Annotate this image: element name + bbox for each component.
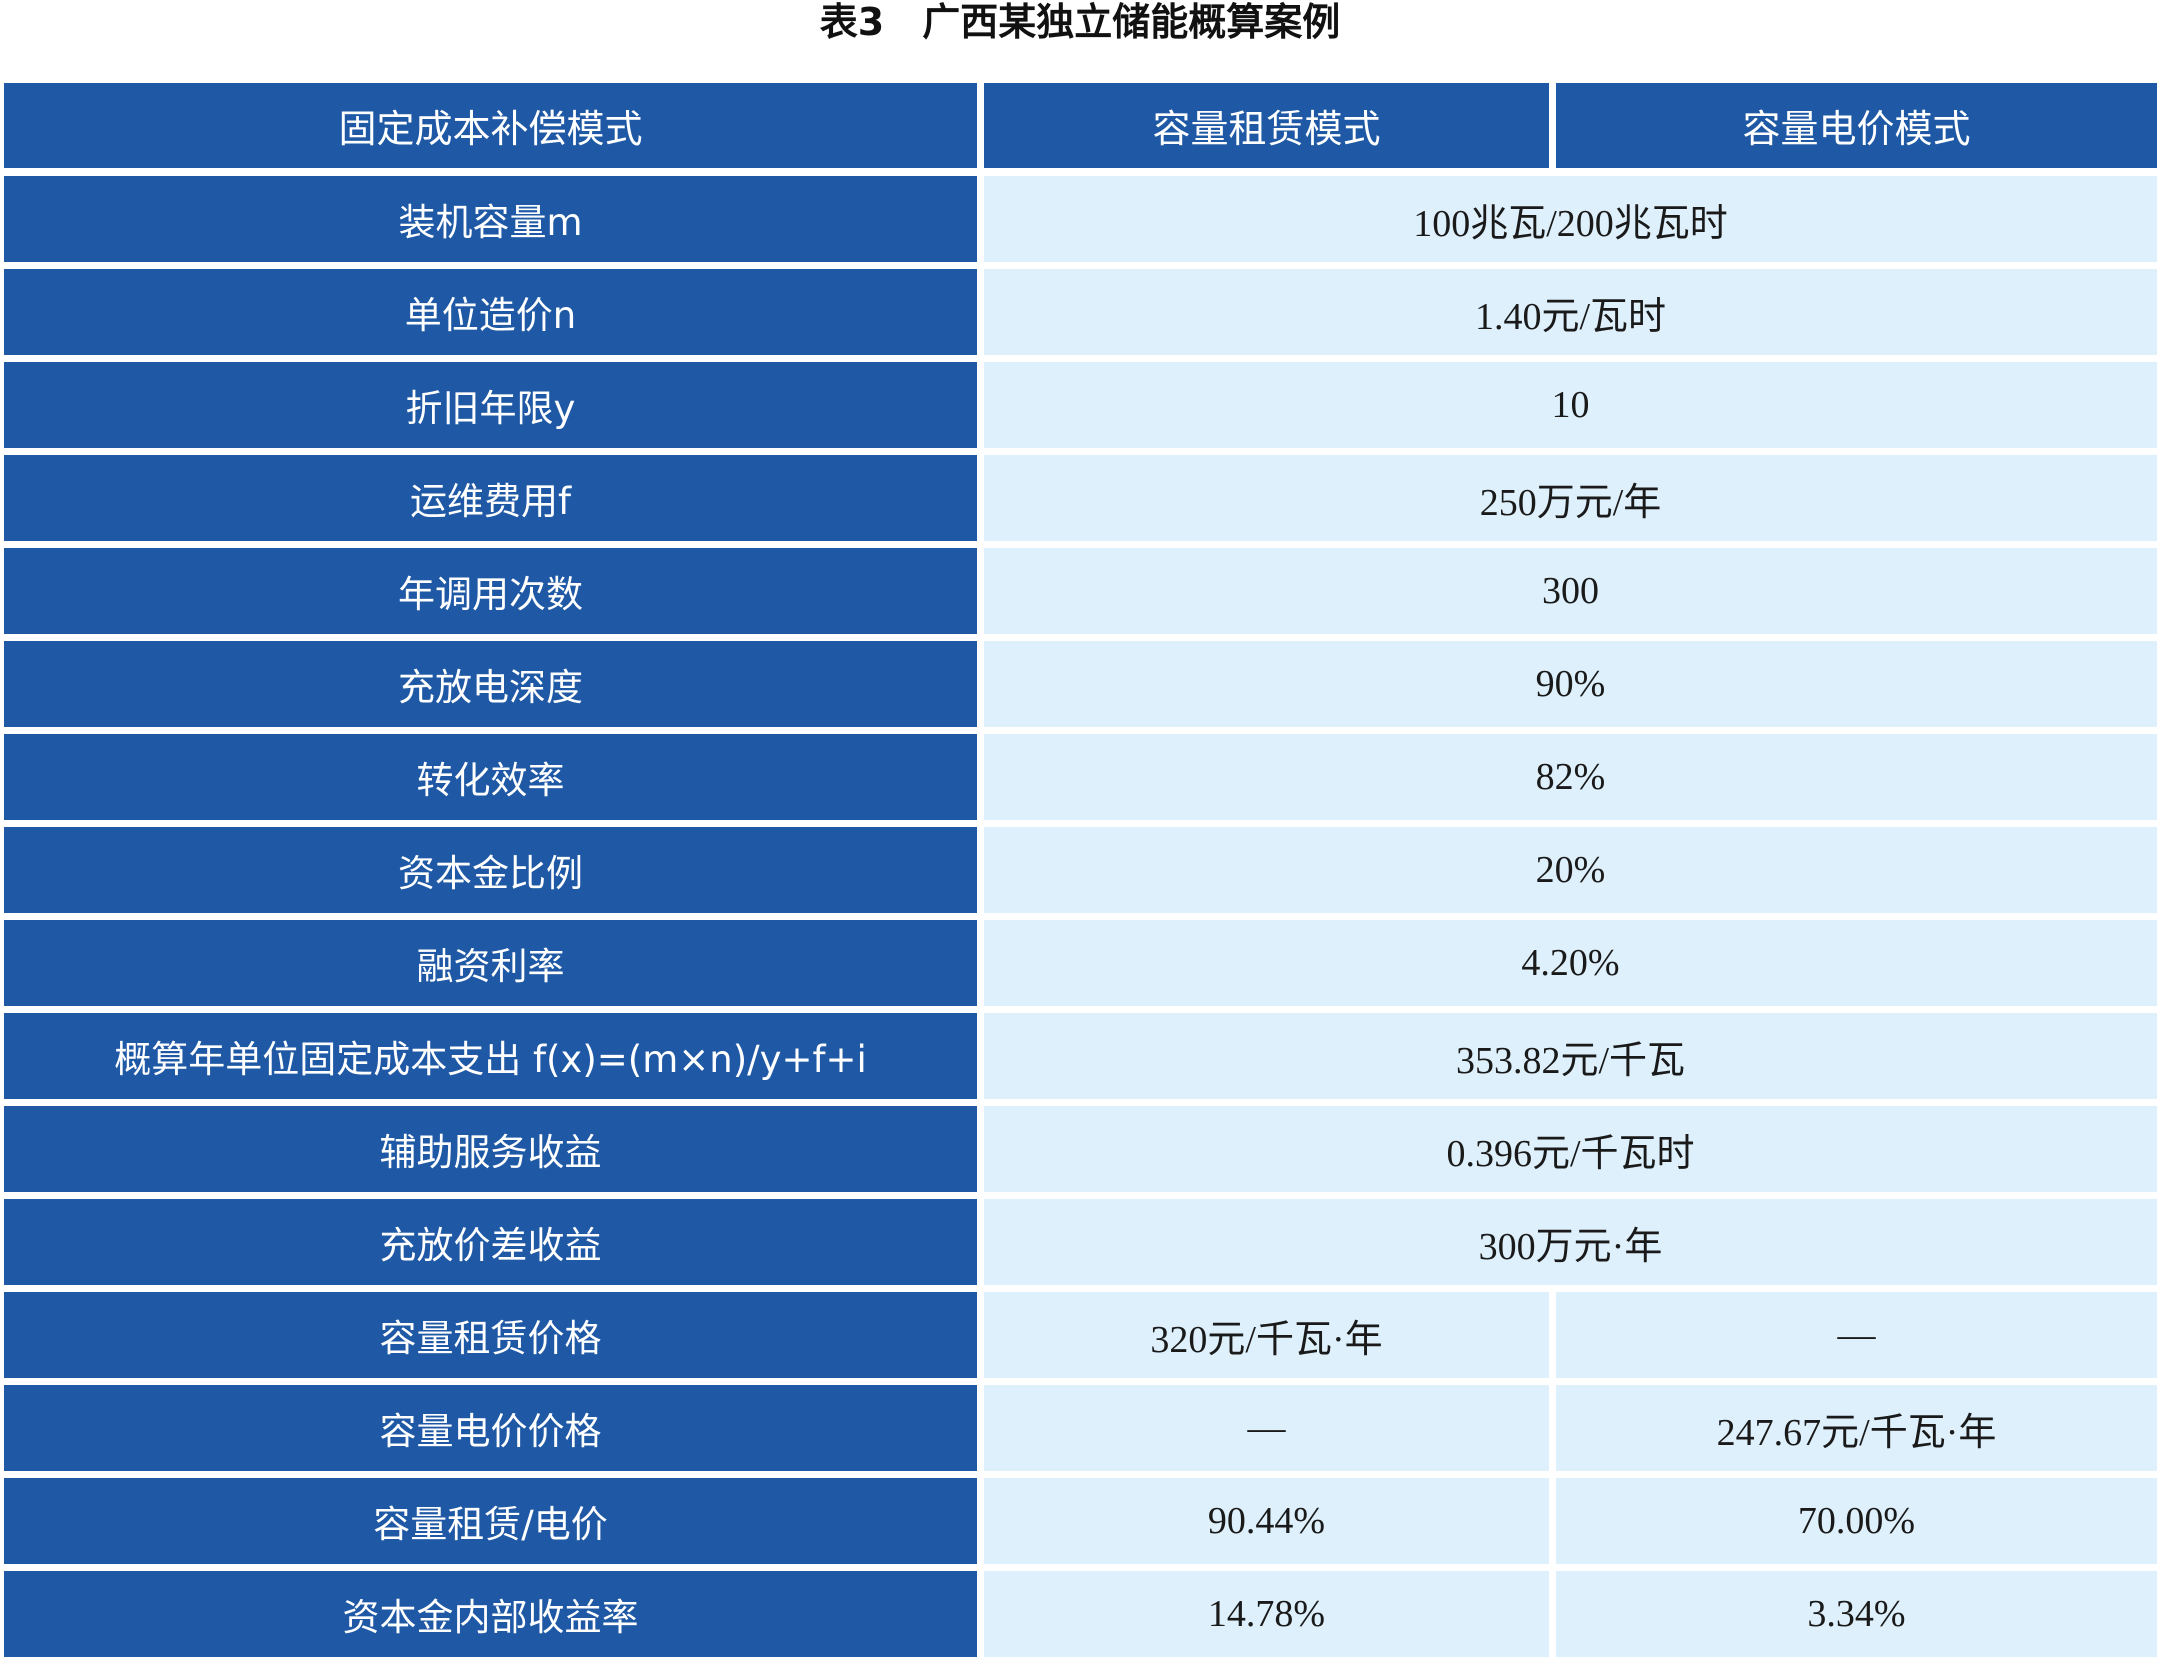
row-label: 折旧年限y bbox=[4, 362, 977, 448]
row-label: 运维费用f bbox=[4, 455, 977, 541]
row-label: 充放价差收益 bbox=[4, 1199, 977, 1285]
table-row: 资本金比例 20% bbox=[4, 827, 2157, 913]
row-value: 0.396元/千瓦时 bbox=[984, 1106, 2157, 1192]
table-title: 表3 广西某独立储能概算案例 bbox=[819, 0, 1341, 44]
row-value: 300 bbox=[984, 548, 2157, 634]
row-label: 容量租赁价格 bbox=[4, 1292, 977, 1378]
cost-table: 固定成本补偿模式 容量租赁模式 容量电价模式 装机容量m 100兆瓦/200兆瓦时… bbox=[4, 83, 2157, 1664]
row-value: 90% bbox=[984, 641, 2157, 727]
row-label: 装机容量m bbox=[4, 176, 977, 262]
row-label: 辅助服务收益 bbox=[4, 1106, 977, 1192]
lease-mode-value: 14.78% bbox=[984, 1571, 1549, 1657]
row-label: 单位造价n bbox=[4, 269, 977, 355]
table-row: 运维费用f 250万元/年 bbox=[4, 455, 2157, 541]
header-mode: 固定成本补偿模式 bbox=[4, 83, 977, 168]
table-row: 辅助服务收益 0.396元/千瓦时 bbox=[4, 1106, 2157, 1192]
row-value: 10 bbox=[984, 362, 2157, 448]
row-label: 概算年单位固定成本支出 f(x)=(m×n)/y+f+i bbox=[4, 1013, 977, 1099]
row-value: 353.82元/千瓦 bbox=[984, 1013, 2157, 1099]
row-label: 容量租赁/电价 bbox=[4, 1478, 977, 1564]
row-label: 资本金内部收益率 bbox=[4, 1571, 977, 1657]
lease-mode-value: 90.44% bbox=[984, 1478, 1549, 1564]
row-label: 融资利率 bbox=[4, 920, 977, 1006]
table-row: 融资利率 4.20% bbox=[4, 920, 2157, 1006]
table-row: 充放电深度 90% bbox=[4, 641, 2157, 727]
table-row: 容量电价价格 —247.67元/千瓦·年 bbox=[4, 1385, 2157, 1471]
table-row: 资本金内部收益率 14.78% 3.34% bbox=[4, 1571, 2157, 1657]
row-label: 充放电深度 bbox=[4, 641, 977, 727]
row-value: 1.40元/瓦时 bbox=[984, 269, 2157, 355]
row-value: 82% bbox=[984, 734, 2157, 820]
row-value: 100兆瓦/200兆瓦时 bbox=[984, 176, 2157, 262]
price-mode-value: — bbox=[1556, 1292, 2157, 1378]
row-label: 年调用次数 bbox=[4, 548, 977, 634]
table-row: 单位造价n 1.40元/瓦时 bbox=[4, 269, 2157, 355]
price-mode-value: 70.00% bbox=[1556, 1478, 2157, 1564]
row-label: 资本金比例 bbox=[4, 827, 977, 913]
table-row: 装机容量m 100兆瓦/200兆瓦时 bbox=[4, 176, 2157, 262]
table-row: 概算年单位固定成本支出 f(x)=(m×n)/y+f+i 353.82元/千瓦 bbox=[4, 1013, 2157, 1099]
table-row: 转化效率 82% bbox=[4, 734, 2157, 820]
header-price-mode: 容量电价模式 bbox=[1556, 83, 2157, 168]
table-header-row: 固定成本补偿模式 容量租赁模式 容量电价模式 bbox=[4, 83, 2157, 168]
row-value: 20% bbox=[984, 827, 2157, 913]
price-mode-value: 247.67元/千瓦·年 bbox=[1556, 1385, 2157, 1471]
price-mode-value: 3.34% bbox=[1556, 1571, 2157, 1657]
lease-mode-value: 320元/千瓦·年 bbox=[984, 1292, 1549, 1378]
table-row: 容量租赁/电价 90.44% 70.00% bbox=[4, 1478, 2157, 1564]
table-row: 折旧年限y 10 bbox=[4, 362, 2157, 448]
row-label: 转化效率 bbox=[4, 734, 977, 820]
table-row: 充放价差收益 300万元·年 bbox=[4, 1199, 2157, 1285]
row-value: 300万元·年 bbox=[984, 1199, 2157, 1285]
row-label: 容量电价价格 bbox=[4, 1385, 977, 1471]
row-value: 4.20% bbox=[984, 920, 2157, 1006]
lease-mode-value: — bbox=[984, 1385, 1549, 1471]
table-row: 容量租赁价格 320元/千瓦·年 — bbox=[4, 1292, 2157, 1378]
row-value: 250万元/年 bbox=[984, 455, 2157, 541]
header-lease-mode: 容量租赁模式 bbox=[984, 83, 1549, 168]
table-row: 年调用次数 300 bbox=[4, 548, 2157, 634]
